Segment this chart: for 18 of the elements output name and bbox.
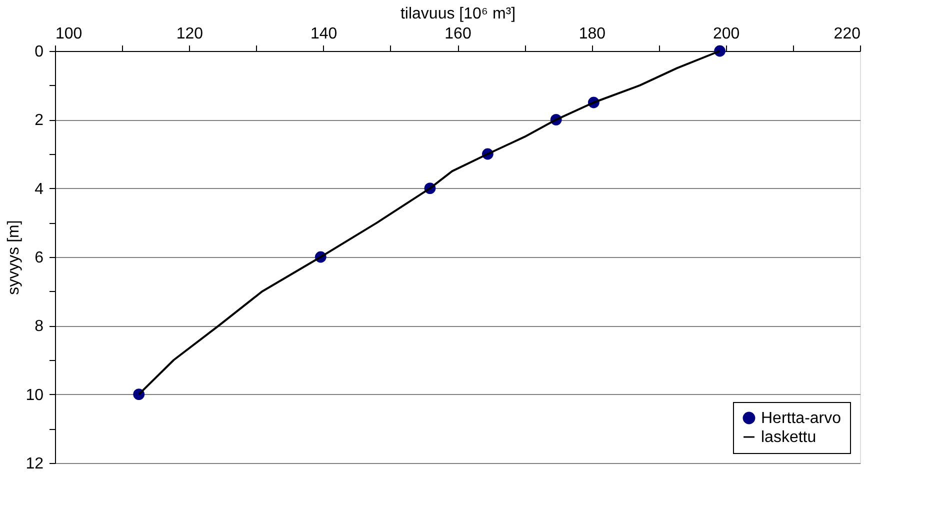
y-tick-label: 0 — [34, 44, 44, 60]
y-tick-label: 6 — [34, 250, 44, 266]
legend-label: Hertta-arvo — [761, 410, 842, 427]
x-tick-label: 120 — [176, 26, 204, 42]
x-tick-label: 180 — [578, 26, 606, 42]
y-tick-label: 8 — [34, 318, 44, 336]
y-tick-label: 4 — [34, 180, 44, 198]
x-tick-label: 220 — [834, 26, 861, 42]
x-axis-title: tilavuus [10⁶ m³] — [400, 6, 516, 22]
y-tick-label: 10 — [26, 386, 44, 404]
y-tick-label: 12 — [26, 456, 44, 472]
y-tick-label: 2 — [34, 112, 44, 130]
x-tick-label: 100 — [56, 26, 82, 42]
x-tick-label: 160 — [444, 26, 472, 42]
y-axis-title: syvyys [m] — [6, 220, 23, 295]
x-tick-label: 200 — [712, 26, 740, 42]
legend-label: laskettu — [761, 429, 816, 446]
x-tick-label: 140 — [310, 26, 338, 42]
